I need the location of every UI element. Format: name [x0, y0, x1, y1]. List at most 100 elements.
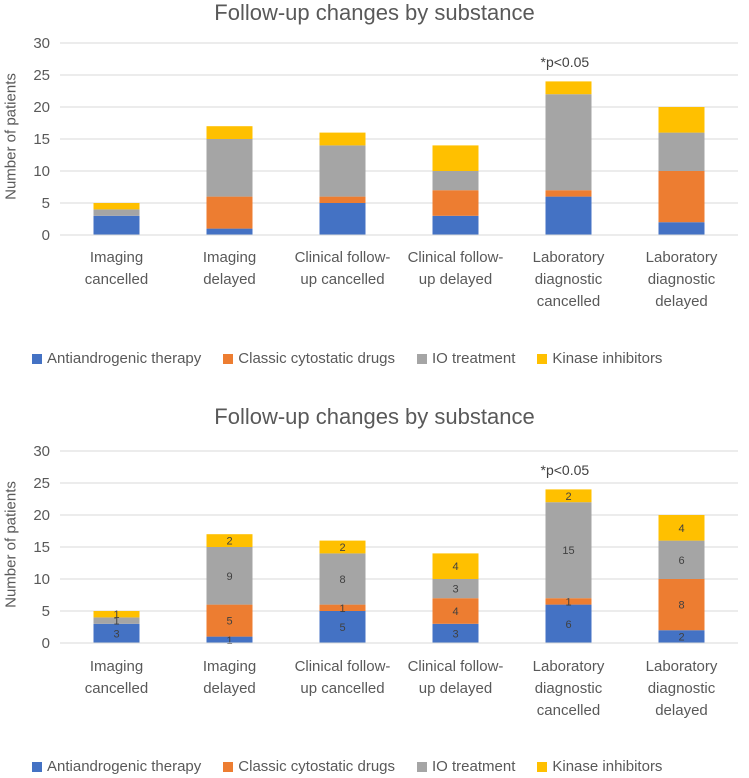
data-label: 1	[113, 616, 119, 628]
y-tick-label: 10	[33, 571, 50, 588]
legend-label: Classic cytostatic drugs	[238, 758, 395, 775]
x-tick-label-line: Laboratory	[532, 658, 605, 675]
bar-segment	[206, 604, 253, 637]
y-tick-label: 30	[33, 35, 50, 52]
x-tick-label: Imaging delayed	[170, 656, 290, 700]
y-tick-label: 5	[42, 603, 50, 620]
bar-segment	[206, 547, 253, 605]
legend-swatch	[537, 761, 548, 772]
bar-segment	[545, 81, 592, 95]
legend-swatch	[537, 353, 548, 364]
legend-swatch	[32, 353, 42, 364]
y-tick-label: 25	[33, 67, 50, 84]
legend-swatch	[223, 353, 234, 364]
legend-item-antiandrogenic: Antiandrogenic therapy	[32, 350, 201, 367]
x-tick-label: Laboratory diagnostic cancelled	[509, 656, 629, 722]
x-tick-label-line: up delayed	[418, 680, 493, 697]
bar-segment	[658, 579, 705, 631]
bar-segment	[93, 215, 140, 235]
plot-area: 0 5 10 15 20 25 30	[33, 35, 738, 244]
data-label: 4	[452, 561, 458, 573]
y-tick-label: 25	[33, 475, 50, 492]
data-label: 5	[226, 616, 232, 628]
x-tick-label-line: Clinical follow-	[407, 658, 504, 675]
bar-segment	[319, 611, 366, 643]
y-tick-label: 10	[33, 163, 50, 180]
chart-bottom: Follow-up changes by substance Number of…	[0, 404, 749, 778]
bar-segment	[658, 540, 705, 579]
legend-label: IO treatment	[432, 758, 516, 775]
x-tick-label-line: diagnostic	[534, 680, 603, 697]
x-tick-label: Clinical follow-up cancelled	[283, 656, 403, 700]
bar-segment	[432, 598, 479, 624]
bar-segment	[432, 190, 479, 216]
x-tick-label: Laboratory diagnostic cancelled	[509, 247, 629, 313]
data-label: 3	[452, 584, 458, 596]
x-tick-label-line: up delayed	[418, 271, 493, 288]
x-tick-label: Imaging cancelled	[57, 247, 177, 291]
bar-segment	[545, 94, 592, 191]
bar-segment	[319, 553, 366, 605]
data-label: 4	[678, 523, 684, 535]
x-tick-label-line: Laboratory	[645, 249, 718, 266]
bar-segment	[206, 126, 253, 139]
bar-segment	[432, 579, 479, 599]
bar-segment	[319, 540, 366, 554]
bar-segment	[658, 171, 705, 223]
x-tick-label-line: diagnostic	[534, 271, 603, 288]
bar-segment	[432, 145, 479, 171]
legend-item-cytostatic: Classic cytostatic drugs	[223, 350, 395, 367]
y-tick-label: 15	[33, 131, 50, 148]
legend-item-io: IO treatment	[417, 350, 515, 367]
legend-label: Classic cytostatic drugs	[238, 350, 395, 367]
x-tick-label-line: Imaging	[202, 658, 257, 675]
data-label: 1	[565, 596, 571, 608]
bar-segment	[319, 604, 366, 611]
bar-segment	[432, 215, 479, 235]
bar-segment	[93, 209, 140, 216]
data-label: 9	[226, 571, 232, 583]
bar-segment	[658, 132, 705, 171]
legend-swatch	[417, 353, 427, 364]
bar-segment	[545, 489, 592, 503]
x-tick-label-line: Imaging	[89, 658, 144, 675]
x-tick-label-line: delayed	[203, 271, 256, 288]
data-label: 5	[339, 622, 345, 634]
data-label: 8	[339, 574, 345, 586]
bar-segment	[545, 502, 592, 599]
legend-item-cytostatic: Classic cytostatic drugs	[223, 758, 395, 775]
x-tick-label-line: cancelled	[84, 680, 149, 697]
x-tick-label: Clinical follow-up delayed	[396, 247, 516, 291]
x-tick-label-line: up cancelled	[300, 271, 385, 288]
bar-segment	[545, 190, 592, 197]
bar-segment	[206, 196, 253, 229]
legend-label: Antiandrogenic therapy	[47, 350, 202, 367]
x-tick-label-line: cancelled	[84, 271, 149, 288]
bar-segment	[545, 598, 592, 605]
data-label: 6	[565, 619, 571, 631]
x-tick-label-line: cancelled	[536, 293, 601, 310]
x-tick-label-line: cancelled	[536, 702, 601, 719]
bar-segment	[319, 196, 366, 203]
bar-segment	[432, 171, 479, 191]
bar-segment	[658, 222, 705, 235]
data-label: 1	[226, 635, 232, 647]
legend-item-kinase: Kinase inhibitors	[537, 758, 662, 775]
legend: Antiandrogenic therapy Classic cytostati…	[32, 350, 662, 367]
data-label: 2	[226, 536, 232, 548]
bar-segment	[658, 515, 705, 541]
x-tick-label: Clinical follow-up cancelled	[283, 247, 403, 291]
chart-title: Follow-up changes by substance	[214, 0, 535, 25]
data-label: 1	[113, 609, 119, 621]
legend-item-kinase: Kinase inhibitors	[537, 350, 662, 367]
y-tick-label: 15	[33, 539, 50, 556]
bar-segment	[93, 617, 140, 624]
chart-top: Follow-up changes by substance Number of…	[3, 0, 738, 367]
y-tick-label: 5	[42, 195, 50, 212]
legend-item-io: IO treatment	[417, 758, 515, 775]
x-tick-label-line: delayed	[655, 702, 708, 719]
significance-annotation: *p<0.05	[540, 462, 590, 479]
data-label: 2	[678, 632, 684, 644]
x-tick-label: Imaging delayed	[170, 247, 290, 291]
